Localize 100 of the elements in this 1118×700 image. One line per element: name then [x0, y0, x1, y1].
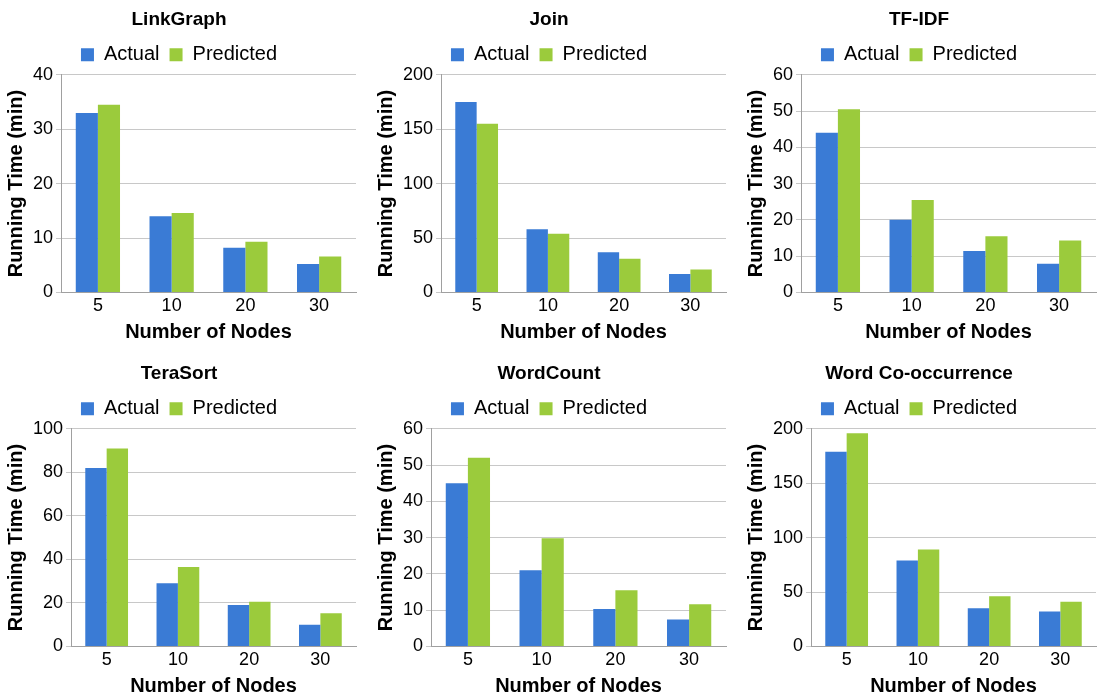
legend-label: Predicted: [192, 396, 278, 419]
legend-label: Predicted: [562, 396, 648, 419]
x-tick-label: 30: [680, 295, 701, 316]
x-tick-label: 30: [1049, 295, 1070, 316]
legend-label: Actual: [473, 42, 530, 65]
bar: [597, 252, 620, 292]
x-tick-label: 5: [832, 295, 843, 316]
chart-title: LinkGraph: [131, 7, 227, 29]
bar: [97, 104, 121, 292]
legend-label: Actual: [843, 42, 900, 65]
y-tick-label: 150: [772, 472, 804, 493]
x-axis-title: Number of Nodes: [125, 319, 292, 342]
y-tick-label: 100: [772, 526, 804, 547]
x-tick-label: 20: [975, 295, 996, 316]
bar: [989, 596, 1011, 646]
y-tick-label: 50: [783, 580, 804, 601]
chart-title: Join: [529, 7, 569, 29]
bar: [319, 256, 342, 292]
y-axis-title: Running Time (min): [3, 443, 26, 632]
y-tick-label: 150: [402, 118, 434, 139]
bar: [1059, 240, 1082, 292]
bar: [815, 132, 838, 292]
y-tick-label: 0: [423, 281, 434, 302]
bar: [593, 609, 616, 646]
bar: [846, 433, 869, 646]
y-tick-label: 60: [43, 504, 64, 525]
y-tick-label: 20: [43, 591, 64, 612]
y-tick-label: 40: [43, 548, 64, 569]
bar: [156, 583, 178, 646]
legend-label: Actual: [103, 42, 160, 65]
bar: [455, 102, 477, 292]
bar: [245, 241, 268, 292]
y-tick-label: 10: [772, 245, 794, 266]
y-tick-label: 10: [32, 226, 54, 247]
x-tick-label: 5: [92, 295, 103, 316]
bar: [547, 233, 570, 292]
y-tick-label: 40: [772, 136, 794, 157]
bar: [963, 251, 986, 292]
y-tick-label: 50: [413, 226, 434, 247]
x-tick-label: 30: [679, 649, 700, 670]
y-tick-label: 100: [32, 417, 64, 438]
y-tick-label: 20: [772, 208, 794, 229]
bar: [85, 467, 107, 646]
x-tick-label: 10: [901, 295, 922, 316]
bar: [541, 538, 564, 646]
x-tick-label: 20: [979, 649, 1000, 670]
y-axis-title: Running Time (min): [373, 89, 396, 278]
bar: [249, 601, 271, 646]
bar: [689, 604, 712, 646]
x-tick-label: 10: [161, 295, 182, 316]
y-tick-label: 50: [402, 454, 424, 475]
y-tick-label: 0: [793, 635, 804, 656]
bar: [467, 457, 491, 646]
x-axis-title: Number of Nodes: [865, 319, 1032, 342]
bar: [911, 199, 934, 292]
chart-title: TeraSort: [140, 361, 219, 383]
bar: [985, 236, 1008, 292]
y-tick-label: 40: [32, 63, 54, 84]
bar: [106, 448, 129, 646]
x-tick-label: 10: [907, 649, 928, 670]
chart-title: TF-IDF: [888, 7, 950, 29]
y-tick-label: 80: [43, 461, 64, 482]
bar: [227, 605, 250, 646]
y-tick-label: 20: [32, 172, 54, 193]
bar: [667, 619, 690, 646]
x-tick-label: 10: [537, 295, 558, 316]
legend-label: Predicted: [562, 42, 648, 65]
x-axis-title: Number of Nodes: [500, 319, 667, 342]
legend-label: Predicted: [932, 396, 1018, 419]
x-tick-label: 20: [609, 295, 630, 316]
bar: [320, 613, 342, 646]
y-axis-title: Running Time (min): [743, 89, 766, 278]
x-axis-title: Number of Nodes: [495, 673, 662, 696]
x-tick-label: 10: [531, 649, 552, 670]
y-tick-label: 60: [772, 63, 794, 84]
bar: [1037, 263, 1060, 292]
legend-label: Actual: [473, 396, 530, 419]
x-tick-label: 10: [167, 649, 188, 670]
y-tick-label: 200: [402, 63, 434, 84]
bar: [149, 216, 172, 292]
x-tick-label: 20: [605, 649, 626, 670]
legend-label: Actual: [843, 396, 900, 419]
legend-label: Predicted: [932, 42, 1018, 65]
bar: [75, 112, 98, 292]
x-tick-label: 5: [101, 649, 112, 670]
x-tick-label: 30: [1050, 649, 1071, 670]
y-tick-label: 50: [772, 100, 794, 121]
bar: [223, 247, 246, 292]
bar: [476, 123, 499, 292]
y-axis-title: Running Time (min): [373, 443, 396, 632]
bar: [889, 219, 912, 292]
bar: [519, 570, 542, 646]
bar: [837, 109, 861, 292]
bar: [690, 269, 712, 292]
bar: [967, 608, 990, 646]
bar: [171, 212, 194, 292]
bar: [1039, 611, 1061, 646]
bar: [177, 566, 200, 646]
bar: [299, 624, 321, 646]
bar: [917, 549, 940, 646]
